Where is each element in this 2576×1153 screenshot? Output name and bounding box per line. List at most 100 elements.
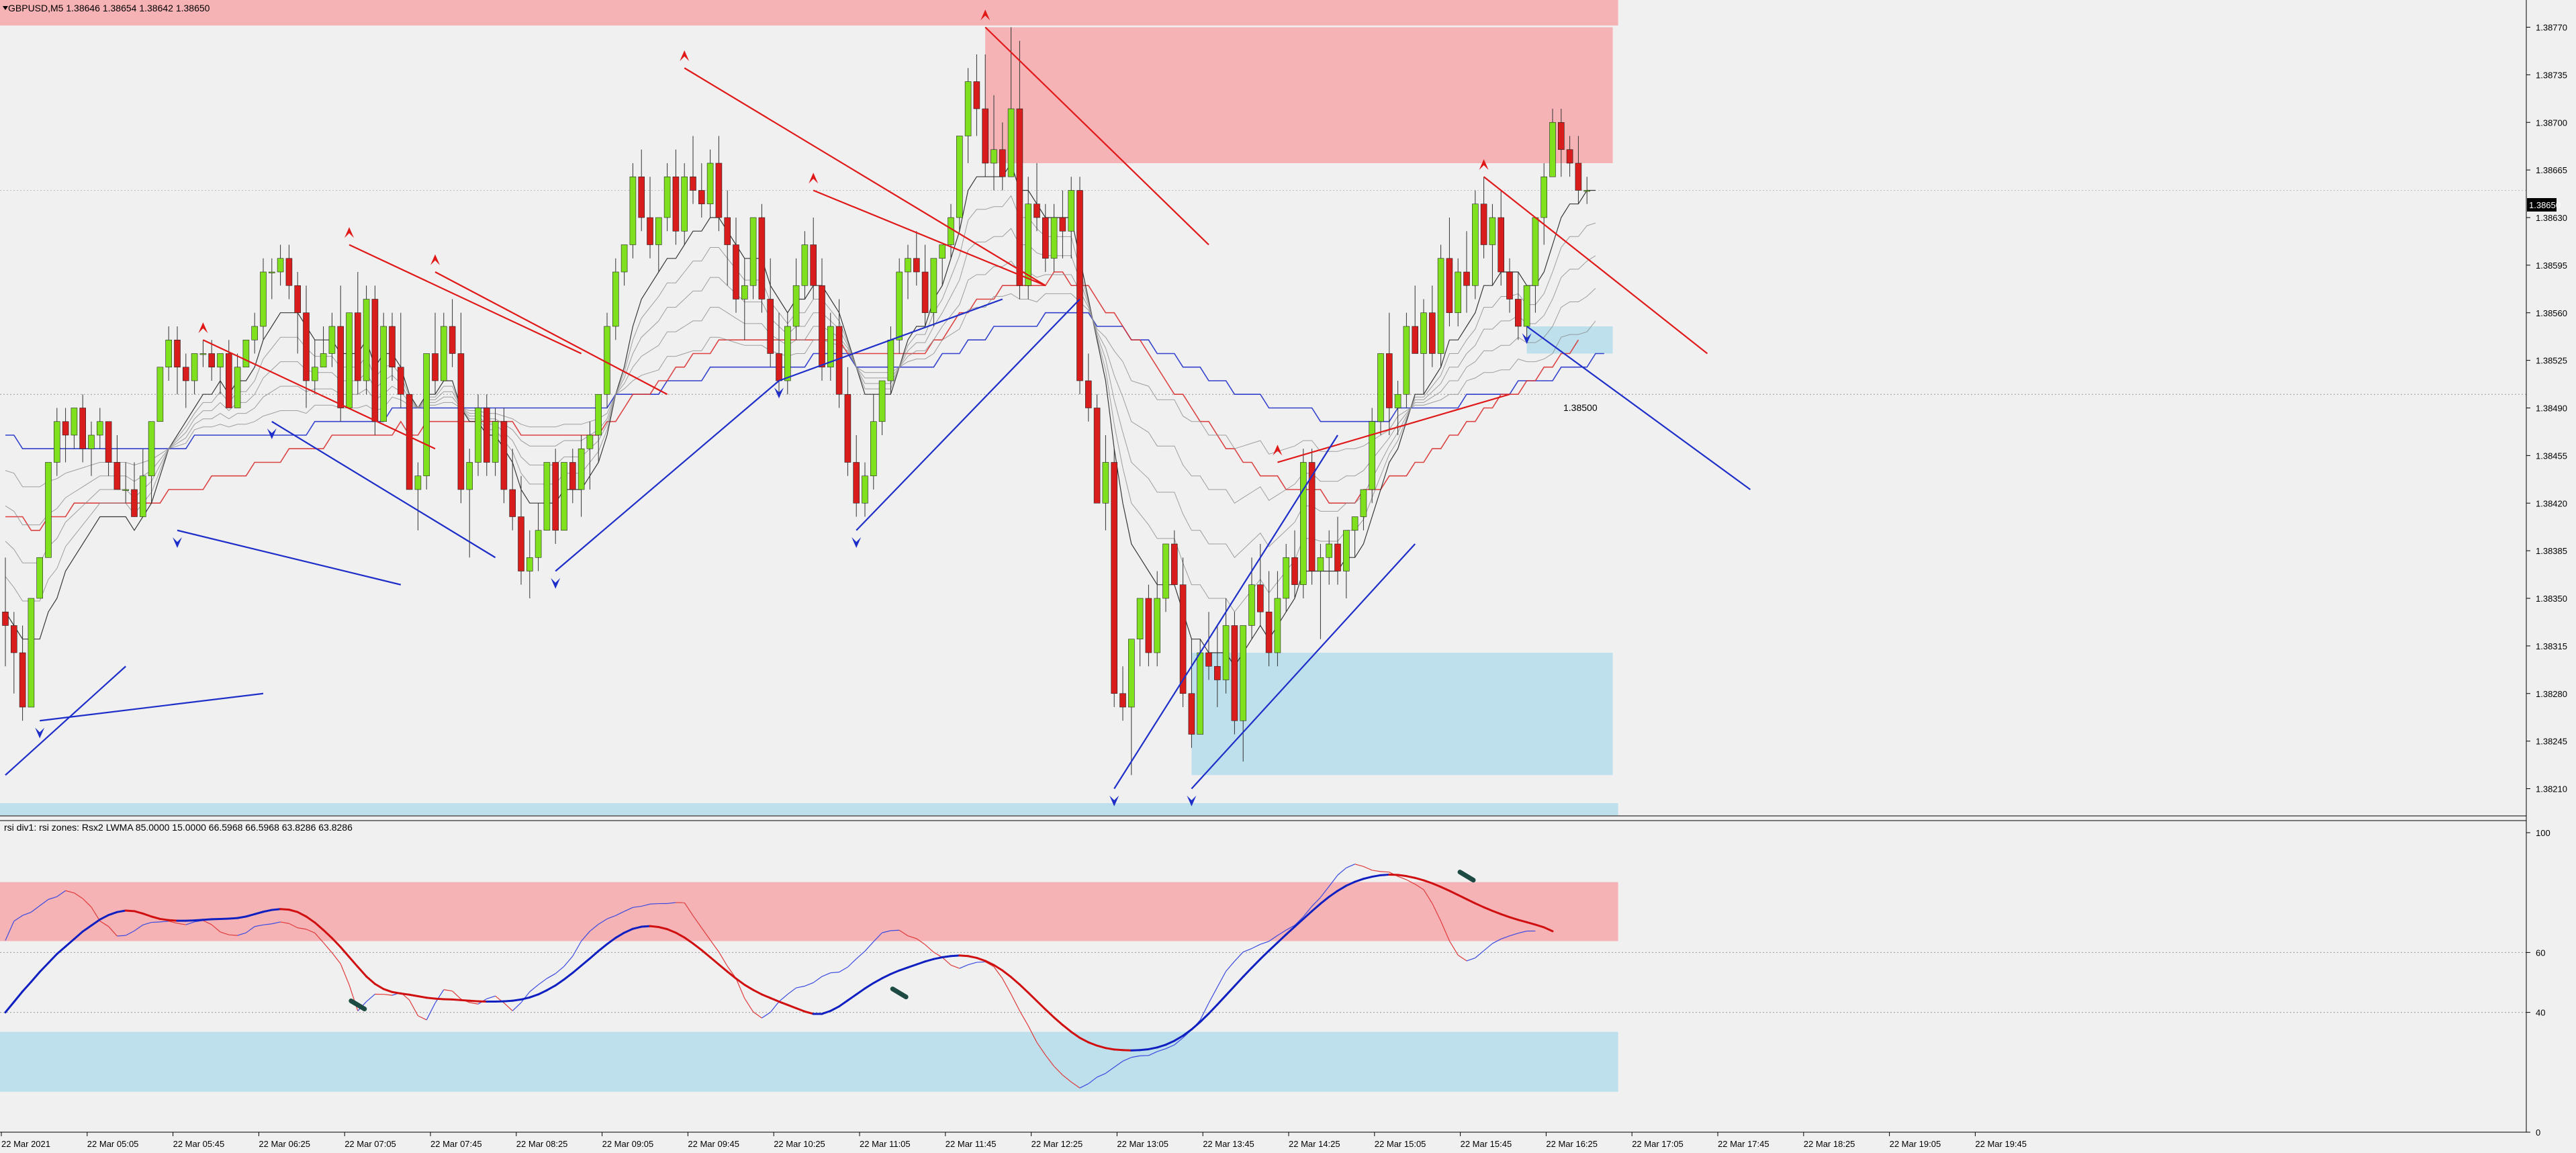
lwma-segment [1001, 969, 1013, 978]
ma-ribbon-0 [5, 293, 1596, 488]
lwma-segment [726, 970, 737, 980]
candle-body [604, 326, 610, 395]
rsx-segment [1217, 971, 1227, 988]
indicator-pane[interactable] [0, 864, 2526, 1092]
price-pane[interactable] [0, 0, 2526, 815]
rsx-segment [1234, 952, 1244, 962]
rsx-segment [1070, 1081, 1080, 1089]
rsx-segment [169, 921, 178, 924]
rsx-segment [426, 1003, 436, 1021]
lwma-segment [1405, 875, 1416, 879]
candle-body [698, 190, 705, 205]
lwma-segment [1096, 1044, 1107, 1050]
lwma-segment [330, 937, 342, 948]
rsx-segment [520, 991, 531, 1003]
rsx-segment [125, 930, 135, 936]
candle-body [827, 326, 834, 368]
candle-body [251, 326, 259, 340]
time-tick-label: 22 Mar 15:05 [1375, 1139, 1426, 1149]
candle-body [346, 312, 353, 408]
main-header: GBPUSD,M5 1.38646 1.38654 1.38642 1.3865… [8, 3, 210, 13]
candle-body [509, 489, 516, 517]
signal-arrow-up [267, 428, 277, 439]
indicator-tick-label: 60 [2536, 948, 2545, 958]
price-tag: 1.38650 [2529, 200, 2561, 210]
signal-arrow-down [980, 9, 991, 21]
rsx-segment [409, 999, 418, 1016]
indicator-tick-label: 100 [2536, 828, 2550, 838]
time-tick-label: 22 Mar 09:45 [688, 1139, 739, 1149]
candle-body [767, 299, 774, 354]
lwma-segment [1259, 950, 1271, 960]
rsx-segment [185, 921, 195, 925]
rsx-segment [469, 1002, 479, 1005]
lwma-segment [597, 943, 608, 952]
lwma-segment [73, 930, 84, 940]
rsx-segment [606, 915, 616, 919]
trendline-red [349, 244, 582, 355]
lwma-segment [365, 975, 376, 985]
lwma-segment [829, 1005, 841, 1012]
candle-body [303, 312, 310, 381]
candle-body [1515, 299, 1522, 327]
lwma-segment [967, 955, 978, 959]
candle-body [526, 557, 533, 571]
time-tick-label: 22 Mar 11:45 [946, 1139, 997, 1149]
rsx-segment [1294, 916, 1304, 926]
rsx-segment [1457, 954, 1467, 962]
candle-body [432, 353, 439, 381]
rsx-segment [1475, 950, 1484, 958]
lwma-segment [915, 960, 927, 966]
candle-body [1248, 584, 1255, 626]
rsx-segment [563, 956, 573, 967]
candle-body [45, 462, 52, 558]
lwma-segment [1036, 1000, 1047, 1011]
lwma-segment [13, 990, 24, 1003]
lwma-segment [416, 995, 428, 999]
lwma-segment [554, 978, 565, 986]
candle-body [835, 326, 843, 395]
lwma-segment [1233, 976, 1244, 987]
candle-body [1179, 584, 1187, 694]
candle-body [655, 217, 662, 245]
rsx-segment [1432, 903, 1442, 922]
lwma-segment [657, 925, 669, 931]
rsx-segment [873, 932, 883, 942]
candle-body [294, 285, 302, 314]
lwma-segment [133, 910, 144, 915]
rsx-segment [434, 989, 445, 1004]
candle-body [311, 367, 318, 381]
lwma-segment [1422, 879, 1434, 884]
rsx-segment [718, 952, 728, 967]
lwma-segment [640, 925, 651, 928]
trendline-blue [1526, 326, 1751, 490]
price-tick-label: 1.38735 [2536, 70, 2567, 80]
candle-body [706, 163, 714, 205]
rsx-segment [1518, 930, 1527, 934]
rsx-segment [950, 964, 960, 969]
rsx-segment [74, 892, 83, 899]
lwma-segment [1311, 903, 1322, 913]
candle-body [380, 326, 387, 422]
candle-body [354, 312, 361, 381]
lwma-segment [941, 955, 952, 959]
lwma-segment [778, 1001, 789, 1006]
candle-body [1317, 557, 1324, 571]
lwma-segment [1182, 1028, 1193, 1037]
candle-body [1042, 217, 1049, 259]
candle-body [1136, 598, 1144, 640]
rsx-segment [770, 1001, 780, 1013]
lwma-segment [1474, 902, 1485, 909]
candle-body [1205, 652, 1212, 667]
candle-body [62, 421, 69, 436]
candle-body [500, 421, 508, 490]
candle-body [870, 421, 877, 477]
rsx-segment [340, 964, 350, 985]
candle-body [217, 353, 224, 368]
lwma-segment [150, 915, 161, 920]
time-tick-label: 22 Mar 2021 [1, 1139, 50, 1149]
candle-body [862, 475, 868, 504]
rsx-segment [91, 907, 101, 921]
candle-body [466, 462, 473, 490]
lwma-segment [244, 913, 256, 918]
